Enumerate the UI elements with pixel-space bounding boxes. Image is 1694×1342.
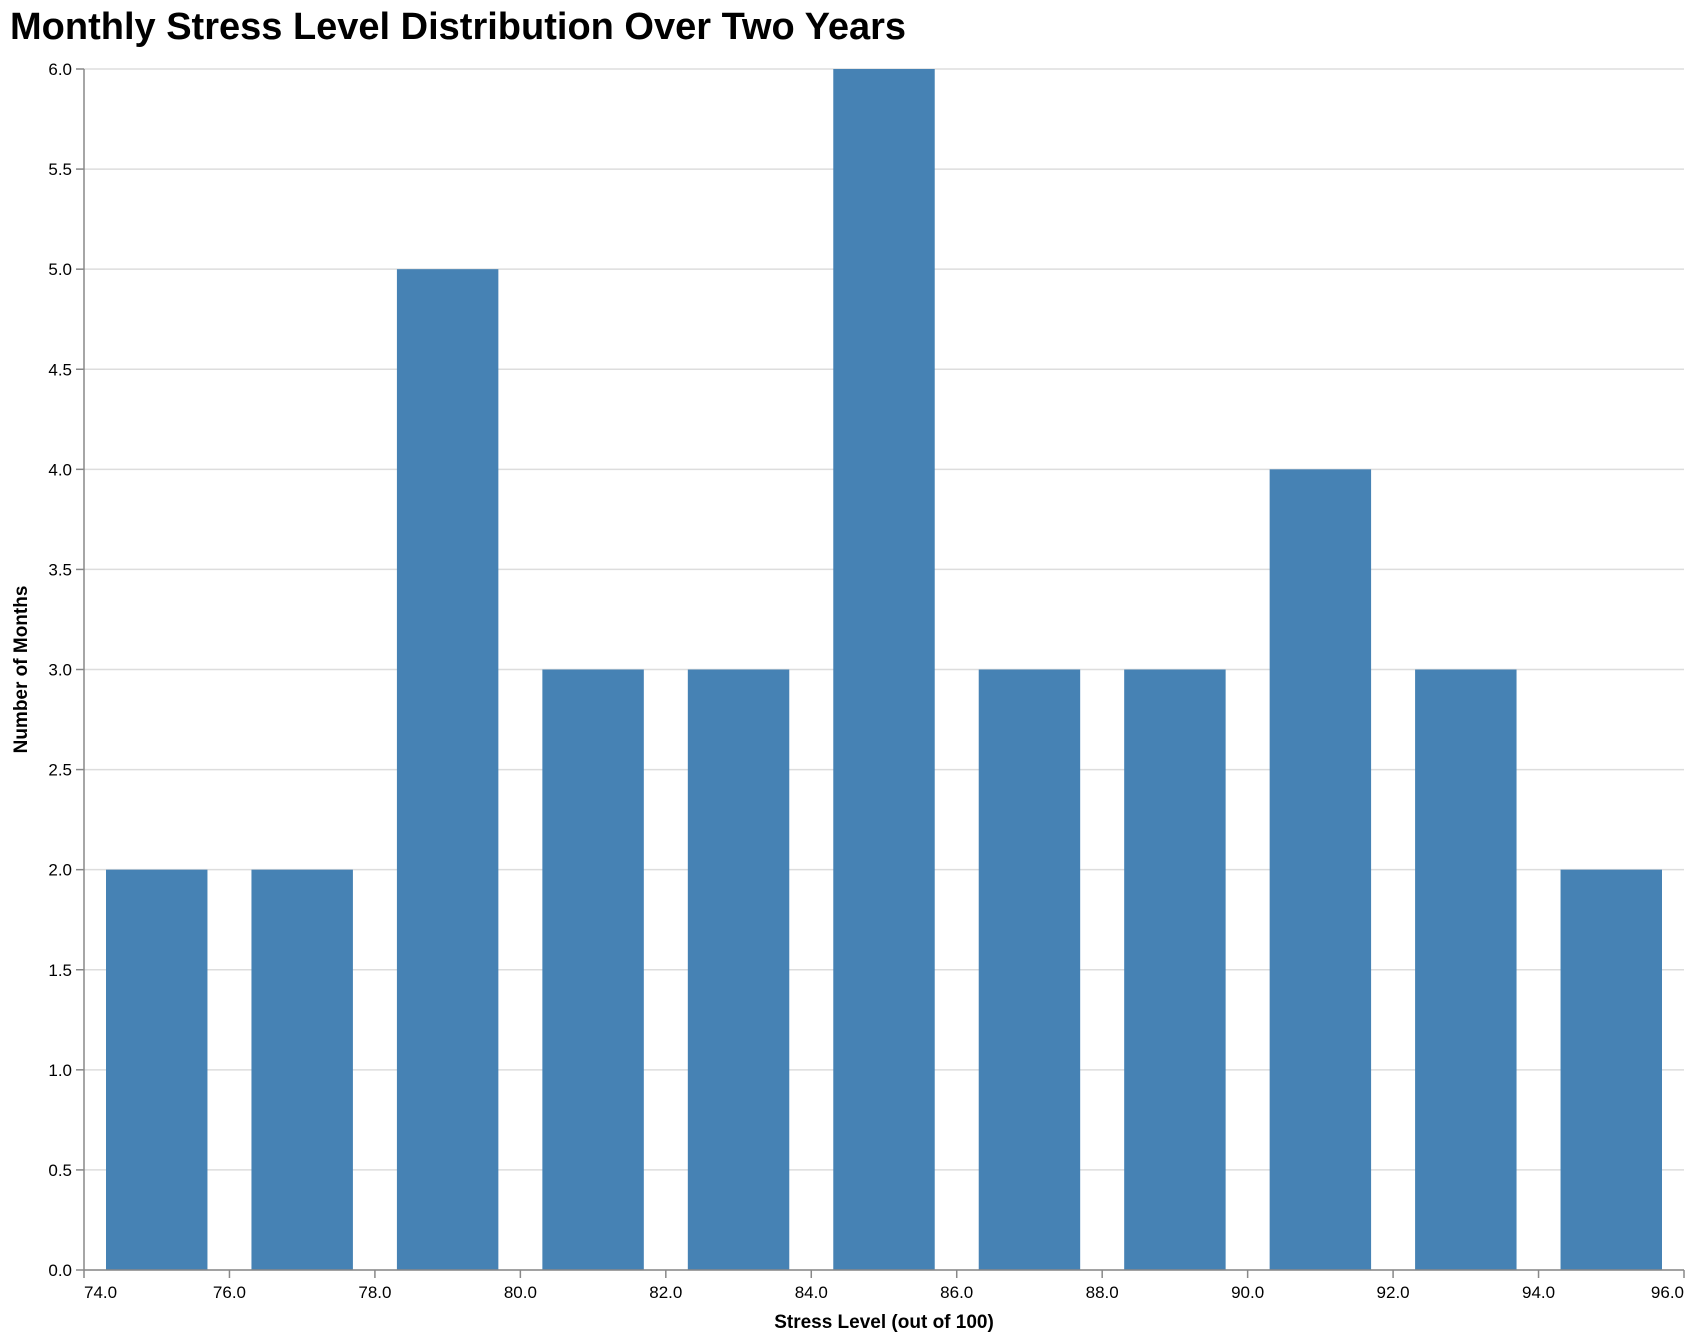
y-tick-label: 2.0 (48, 861, 72, 880)
histogram-bar (978, 669, 1081, 1270)
y-tick-label: 3.0 (48, 661, 72, 680)
y-tick-label: 2.5 (48, 761, 72, 780)
histogram-bar (1560, 869, 1662, 1270)
y-tick-label: 4.5 (48, 360, 72, 379)
x-axis-title: Stress Level (out of 100) (774, 1312, 994, 1333)
x-tick-label: 74.0 (84, 1283, 117, 1302)
x-tick-label: 96.0 (1651, 1283, 1684, 1302)
x-tick-label: 94.0 (1522, 1283, 1555, 1302)
histogram-bar (687, 669, 790, 1270)
y-tick-label: 4.0 (48, 460, 72, 479)
histogram-bar (251, 869, 353, 1270)
y-tick-label: 1.0 (48, 1061, 72, 1080)
histogram-bar (396, 269, 499, 1271)
axes: 0.0 0.5 1.0 1.5 2.0 2.5 3.0 3.5 4.0 4.5 5.0 5.5 6.0 7… (48, 60, 1685, 1302)
y-tick-label: 3.5 (48, 560, 72, 579)
y-tick-label: 0.0 (48, 1261, 72, 1280)
x-tick-label: 90.0 (1231, 1283, 1264, 1302)
x-tick-label: 86.0 (940, 1283, 973, 1302)
x-tick-label: 84.0 (795, 1283, 828, 1302)
bars (106, 69, 1662, 1271)
histogram-bar (1415, 669, 1517, 1270)
histogram-bar (1124, 669, 1226, 1270)
x-tick-label: 78.0 (358, 1283, 391, 1302)
x-tick-label: 82.0 (649, 1283, 682, 1302)
y-tick-label: 1.5 (48, 961, 72, 980)
x-tick-label: 76.0 (213, 1283, 246, 1302)
x-tick-label: 92.0 (1377, 1283, 1410, 1302)
histogram-bar (542, 669, 644, 1270)
chart-title: Monthly Stress Level Distribution Over T… (10, 6, 907, 48)
histogram-bar (1269, 469, 1372, 1270)
y-tick-label: 0.5 (48, 1161, 72, 1180)
histogram-bar (106, 869, 208, 1270)
y-tick-label: 5.5 (48, 160, 72, 179)
histogram-bar (833, 69, 935, 1270)
y-axis-title: Number of Months (11, 586, 32, 754)
x-tick-label: 80.0 (504, 1283, 537, 1302)
y-tick-label: 5.0 (48, 260, 72, 279)
y-tick-label: 6.0 (48, 60, 72, 79)
x-tick-label: 88.0 (1086, 1283, 1119, 1302)
